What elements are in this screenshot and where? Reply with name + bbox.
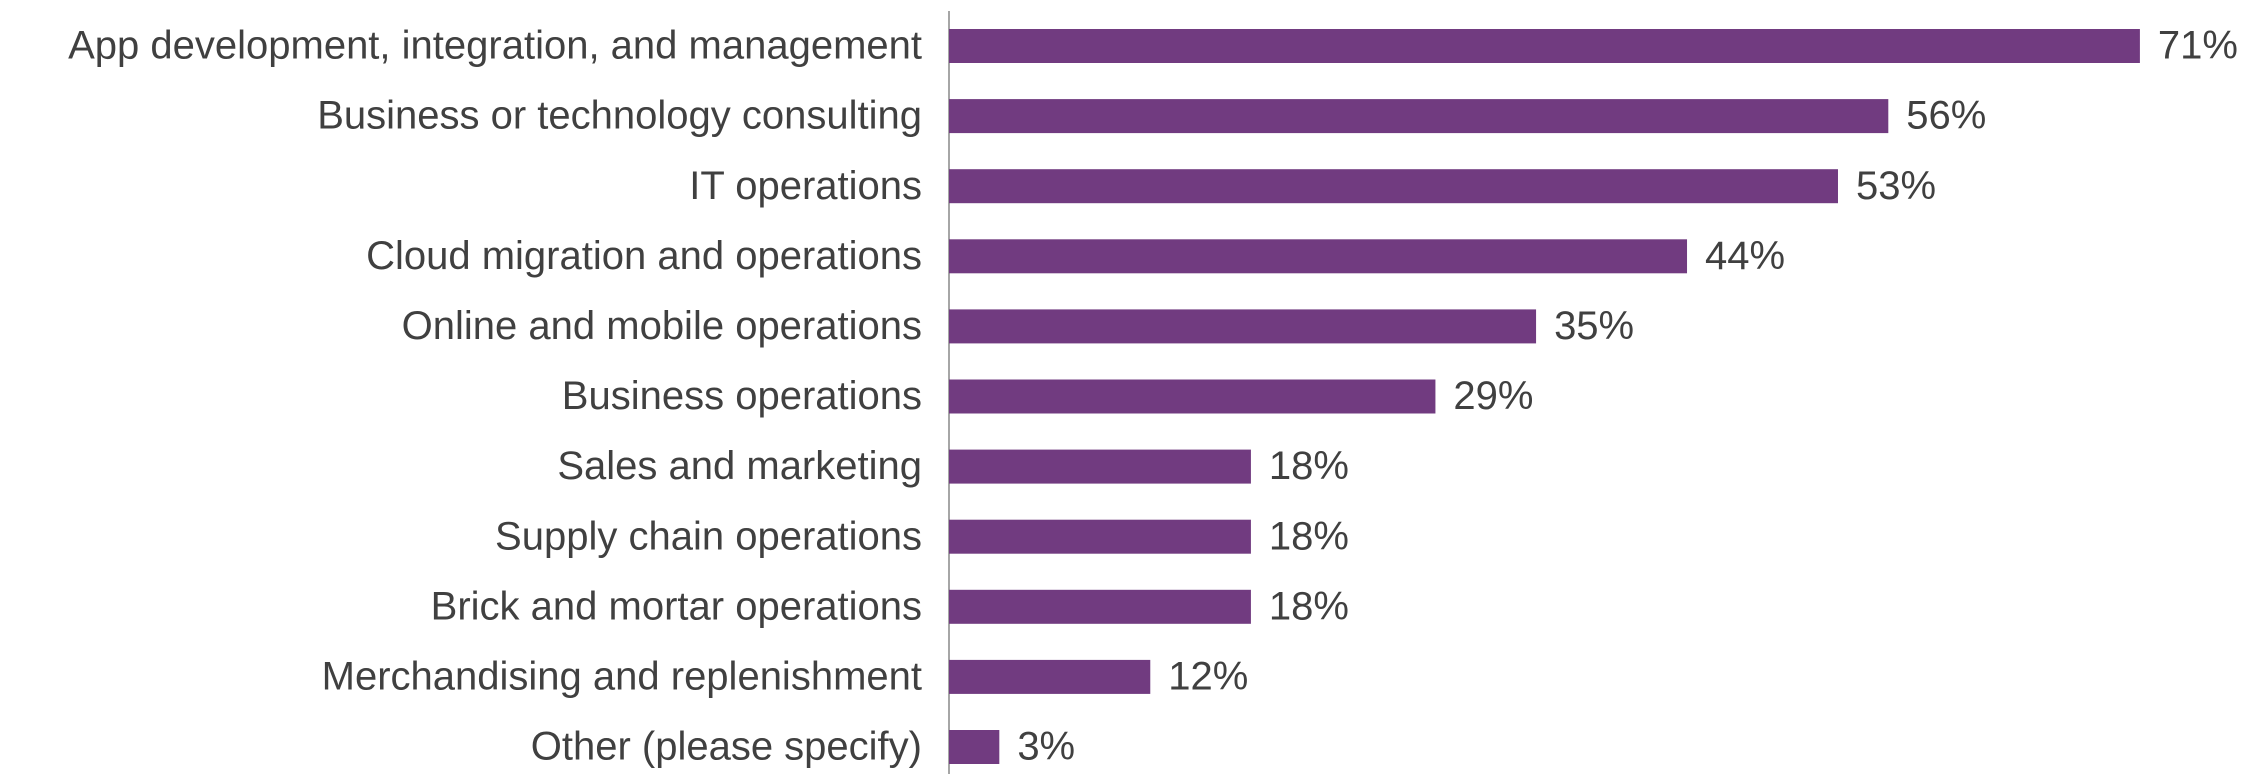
value-label: 44% bbox=[1705, 234, 1785, 278]
value-label: 3% bbox=[1017, 725, 1075, 769]
bar bbox=[949, 379, 1436, 414]
category-label: Merchandising and replenishment bbox=[322, 654, 922, 698]
bar bbox=[949, 309, 1537, 344]
bar bbox=[949, 449, 1251, 484]
value-label: 56% bbox=[1906, 94, 1986, 138]
value-label: 18% bbox=[1269, 514, 1349, 558]
value-label: 18% bbox=[1269, 444, 1349, 488]
bar bbox=[949, 239, 1688, 274]
value-label: 71% bbox=[2158, 24, 2238, 68]
category-label: Cloud migration and operations bbox=[366, 234, 922, 278]
category-label: Business or technology consulting bbox=[317, 94, 922, 138]
category-label: Supply chain operations bbox=[495, 514, 922, 558]
bar bbox=[949, 730, 1000, 764]
category-label: App development, integration, and manage… bbox=[68, 24, 922, 68]
category-label: Online and mobile operations bbox=[402, 304, 922, 348]
category-label: Business operations bbox=[562, 374, 922, 418]
value-label: 18% bbox=[1269, 584, 1349, 628]
value-label: 53% bbox=[1856, 164, 1936, 208]
bar bbox=[949, 29, 2140, 63]
bar bbox=[949, 589, 1251, 624]
bar bbox=[949, 99, 1889, 134]
category-label: Brick and mortar operations bbox=[431, 584, 922, 628]
value-label: 12% bbox=[1168, 654, 1248, 698]
bar bbox=[949, 519, 1251, 554]
value-label: 35% bbox=[1554, 304, 1634, 348]
category-label: Other (please specify) bbox=[531, 725, 922, 769]
bar bbox=[949, 169, 1838, 204]
bar bbox=[949, 659, 1151, 694]
category-label: Sales and marketing bbox=[557, 444, 922, 488]
category-label: IT operations bbox=[689, 164, 922, 208]
value-label: 29% bbox=[1453, 374, 1533, 418]
